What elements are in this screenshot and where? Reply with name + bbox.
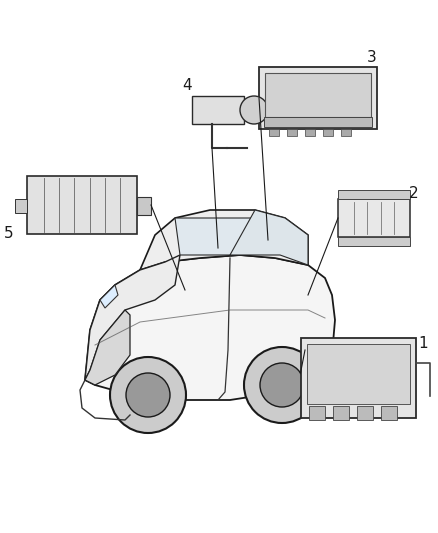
Text: 4: 4 xyxy=(182,78,192,93)
Polygon shape xyxy=(175,218,285,255)
Bar xyxy=(265,73,371,117)
Bar xyxy=(15,199,27,213)
Bar xyxy=(323,129,333,136)
Bar xyxy=(338,199,410,237)
Bar xyxy=(27,176,137,234)
Bar xyxy=(305,129,315,136)
Bar xyxy=(341,129,351,136)
Bar xyxy=(357,406,372,420)
Circle shape xyxy=(244,347,320,423)
Bar xyxy=(338,190,410,199)
Text: 2: 2 xyxy=(409,187,419,201)
Bar xyxy=(137,197,151,215)
Circle shape xyxy=(260,363,304,407)
Bar xyxy=(259,67,377,129)
Text: 5: 5 xyxy=(4,225,14,240)
Bar xyxy=(307,344,410,404)
Bar xyxy=(300,338,416,418)
Circle shape xyxy=(110,357,186,433)
Polygon shape xyxy=(85,255,335,400)
Polygon shape xyxy=(85,310,130,385)
Text: 1: 1 xyxy=(419,335,428,351)
Bar xyxy=(308,406,325,420)
Bar xyxy=(381,406,396,420)
Bar xyxy=(338,237,410,246)
Polygon shape xyxy=(230,210,308,265)
Polygon shape xyxy=(140,210,308,270)
Circle shape xyxy=(126,373,170,417)
Bar xyxy=(192,96,244,124)
Bar xyxy=(287,129,297,136)
Bar xyxy=(332,406,349,420)
Polygon shape xyxy=(100,285,118,308)
Text: 3: 3 xyxy=(367,50,377,64)
Bar xyxy=(264,117,372,127)
Circle shape xyxy=(240,96,268,124)
Bar xyxy=(269,129,279,136)
Polygon shape xyxy=(85,255,180,380)
